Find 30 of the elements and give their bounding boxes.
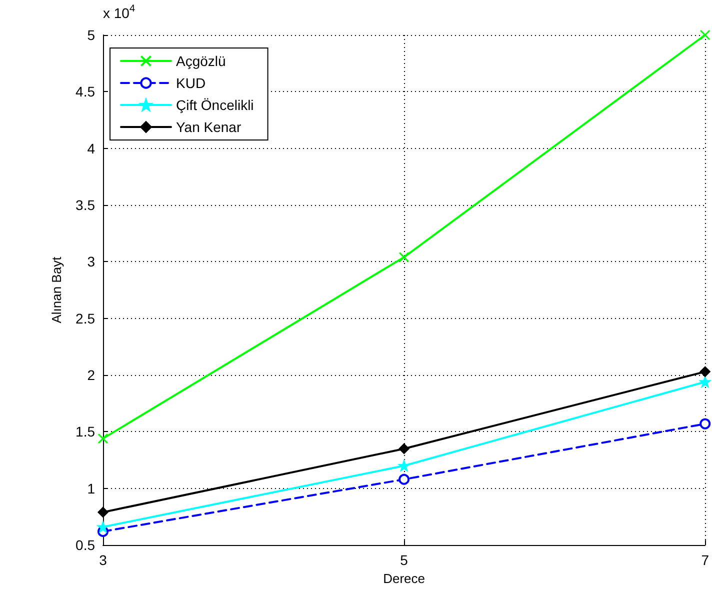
y-tick-label: 3 — [87, 254, 96, 270]
x-tick-label: 5 — [400, 552, 408, 568]
y-tick-label: 1.5 — [76, 424, 96, 440]
y-tick-label: 2 — [87, 367, 96, 384]
legend-label: Yan Kenar — [176, 119, 242, 135]
y-tick-label: 1 — [87, 480, 96, 496]
point — [398, 460, 410, 471]
y-tick-label: 4 — [87, 140, 96, 156]
x-axis-title: Derece — [383, 571, 426, 586]
y-tick-label: 2.5 — [76, 310, 96, 326]
y-tick-label: 4.5 — [76, 84, 96, 100]
x-tick-label: 7 — [701, 552, 710, 568]
legend-label: KUD — [176, 75, 206, 91]
point — [398, 474, 410, 485]
legend-label: Çift Öncelikli — [176, 97, 254, 113]
point — [98, 506, 108, 518]
point — [700, 366, 710, 377]
point — [398, 252, 410, 262]
y-tick-label: 3.5 — [76, 197, 96, 214]
point — [700, 376, 710, 388]
y-tick-label: 5 — [87, 27, 96, 43]
point — [98, 522, 108, 532]
x-tick-label: 3 — [99, 552, 108, 568]
point — [98, 433, 108, 444]
point — [700, 418, 711, 430]
legend-label: Açgözlü — [176, 53, 226, 69]
y-tick-label: 0.5 — [76, 537, 96, 554]
point — [700, 30, 710, 40]
point — [398, 444, 410, 454]
y-axis-title: Alınan Bayt — [49, 256, 64, 324]
